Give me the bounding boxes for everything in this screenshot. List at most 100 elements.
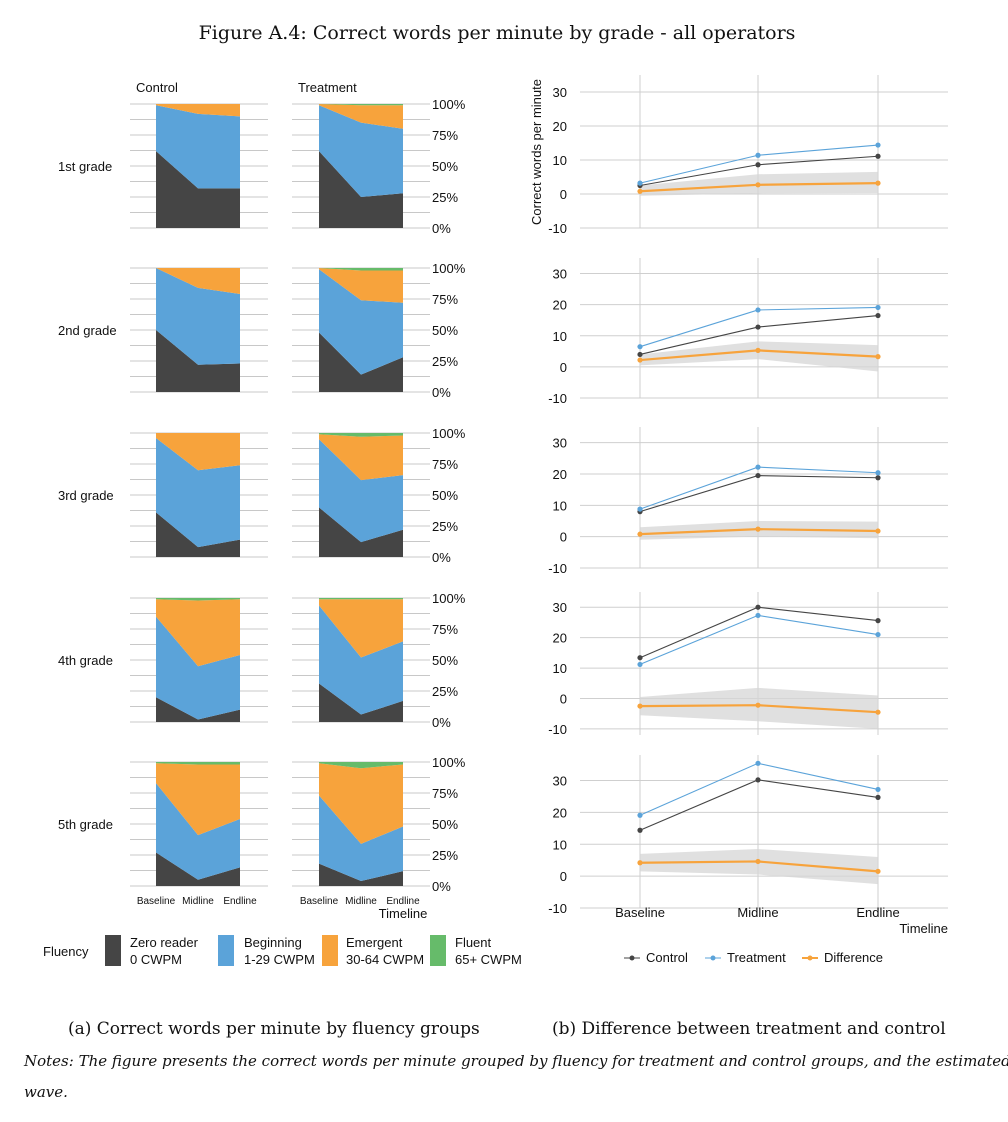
area-control-emergent-grade-2 [156, 268, 240, 295]
difference-point [875, 709, 881, 715]
y-tick-label: 20 [553, 467, 567, 482]
figure-title: Figure A.4: Correct words per minute by … [199, 22, 796, 44]
pct-tick-label: 100% [432, 591, 466, 606]
treatment-point [637, 661, 643, 668]
legend-zero-reader-sub: 0 CWPM [130, 952, 182, 967]
area-treatment-beginning-grade-1 [319, 105, 403, 197]
area-treatment-zero-reader-grade-2 [319, 332, 403, 392]
difference-point [875, 354, 881, 360]
fluency-legend-title: Fluency [43, 944, 89, 959]
y-tick-label: -10 [548, 901, 567, 916]
grade-label-3: 3rd grade [58, 488, 114, 503]
treatment-point [637, 812, 643, 818]
control-line [639, 475, 879, 513]
area-control-zero-reader-grade-4 [156, 697, 240, 722]
treatment-line [639, 614, 879, 665]
difference-point [637, 703, 643, 709]
legend-fluent: Fluent [455, 935, 492, 950]
grade-row-1: 1st grade 100% 75% 50% 25% 0% [58, 97, 466, 236]
y-tick-label: 0 [560, 187, 567, 202]
area-treatment-fluent-grade-2 [319, 268, 403, 271]
area-control-beginning-grade-2 [156, 268, 240, 365]
pct-tick-label: 75% [432, 292, 458, 307]
y-tick-label: 20 [553, 119, 567, 134]
wave-tick-control-baseline: Baseline [137, 896, 176, 907]
area-treatment-emergent-grade-2 [319, 268, 403, 303]
x-tick-midline: Midline [737, 905, 778, 920]
cwpm-difference-line-panel: 30 20 10 0 -10 30 20 10 0 -10 30 20 10 0 -10 30 20 10 0 -10… [529, 75, 948, 936]
pct-tick-label: 0% [432, 550, 451, 565]
treatment-header: Treatment [298, 80, 357, 95]
y-tick-label: 10 [553, 153, 567, 168]
y-tick-label: 0 [560, 360, 567, 375]
area-control-zero-reader-grade-3 [156, 512, 240, 557]
caption-a: (a) Correct words per minute by fluency … [68, 1019, 480, 1039]
pct-tick-label: 0% [432, 221, 451, 236]
control-point [875, 618, 881, 624]
difference-ci-band [640, 849, 878, 885]
treatment-point [875, 142, 881, 148]
difference-point [875, 180, 881, 186]
area-control-beginning-grade-1 [156, 105, 240, 189]
pct-tick-label: 100% [432, 97, 466, 112]
difference-point [755, 858, 761, 865]
y-tick-label: 30 [553, 85, 567, 100]
notes-line-1: Notes: The figure presents the correct w… [23, 1052, 1008, 1070]
control-point [637, 351, 643, 358]
pct-tick-label: 25% [432, 190, 458, 205]
pct-tick-label: 0% [432, 385, 451, 400]
pct-tick-label: 75% [432, 786, 458, 801]
legend-beginning: Beginning [244, 935, 302, 950]
x-tick-endline: Endline [856, 905, 899, 920]
x-tick-baseline: Baseline [615, 905, 665, 920]
line-chart-grade-3: 30 20 10 0 -10 [548, 427, 948, 576]
pct-tick-label: 100% [432, 261, 466, 276]
area-control-beginning-grade-4 [156, 616, 240, 720]
control-header: Control [136, 80, 178, 95]
wave-tick-control-midline: Midline [182, 896, 214, 907]
area-control-emergent-grade-3 [156, 433, 240, 471]
treatment-line [639, 762, 879, 816]
difference-ci-band [640, 341, 878, 372]
legend-fluent-sub: 65+ CWPM [455, 952, 522, 967]
control-point [755, 162, 761, 168]
area-treatment-fluent-grade-3 [319, 433, 403, 437]
area-control-fluent-grade-5 [156, 762, 240, 765]
difference-point [755, 526, 761, 532]
pct-tick-label: 25% [432, 519, 458, 534]
pct-tick-label: 25% [432, 354, 458, 369]
legend-swatch-zero-reader [105, 935, 121, 966]
area-control-beginning-grade-5 [156, 783, 240, 880]
difference-point [637, 531, 643, 537]
pct-tick-label: 50% [432, 323, 458, 338]
line-chart-grade-4: 30 20 10 0 -10 [548, 592, 948, 737]
y-tick-label: 10 [553, 661, 567, 676]
y-tick-label: 20 [553, 298, 567, 313]
area-treatment-fluent-grade-4 [319, 598, 403, 600]
wave-tick-control-endline: Endline [223, 896, 257, 907]
control-point [755, 472, 761, 479]
y-tick-label: -10 [548, 221, 567, 236]
pct-tick-label: 75% [432, 128, 458, 143]
series-legend: Control Treatment Difference [624, 950, 883, 965]
grade-row-2: 2nd grade 100% 75% 50% 25% 0% [58, 261, 466, 400]
area-treatment-fluent-grade-1 [319, 104, 403, 106]
y-tick-label: 0 [560, 691, 567, 706]
y-tick-label: -10 [548, 561, 567, 576]
difference-point [637, 860, 643, 866]
control-point [755, 777, 761, 783]
pct-tick-label: 75% [432, 457, 458, 472]
legend-difference-marker [807, 955, 813, 961]
pct-tick-label: 0% [432, 879, 451, 894]
treatment-point [875, 786, 881, 793]
legend-swatch-fluent [430, 935, 446, 966]
y-tick-label: 30 [553, 774, 567, 789]
y-tick-label: -10 [548, 722, 567, 737]
grade-row-5: 5th grade 100% 75% 50% 25% 0% [58, 755, 466, 894]
caption-b: (b) Difference between treatment and con… [552, 1019, 946, 1039]
control-point [875, 153, 881, 159]
area-control-zero-reader-grade-5 [156, 852, 240, 886]
area-treatment-emergent-grade-3 [319, 434, 403, 481]
control-line [639, 779, 879, 831]
y-tick-label: 30 [553, 267, 567, 282]
